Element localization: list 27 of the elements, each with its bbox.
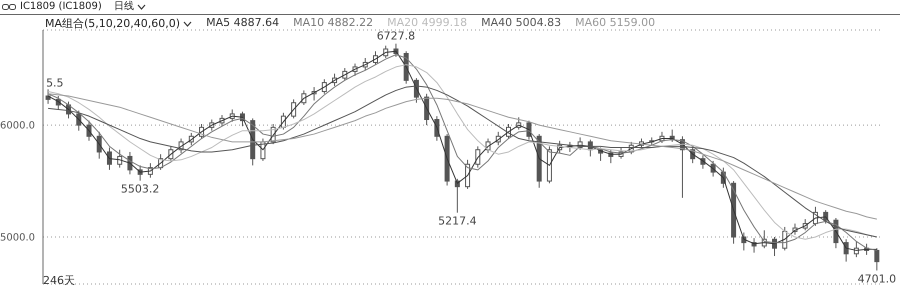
candlestick (106, 146, 112, 170)
candlestick (854, 240, 859, 258)
candlestick (322, 78, 327, 94)
candlestick (117, 149, 122, 168)
annotation: 5.5 (46, 76, 64, 90)
annotation: 5217.4 (438, 214, 477, 228)
legend-label: MA5 4887.64 (206, 16, 280, 31)
annotation: 6727.8 (376, 30, 416, 43)
text: MA10 4882.22 (293, 16, 374, 31)
y-tick-label: 5000.0 (0, 232, 35, 244)
candlestick (475, 146, 480, 168)
chart-title: IC1809 (IC1809) (20, 0, 102, 14)
text: MA40 5004.83 (481, 16, 562, 31)
chart-subtitle: 日线 (114, 0, 134, 14)
text: MA20 4999.18 (387, 16, 468, 31)
annotation: 4701.0 (858, 272, 896, 286)
legend-title: MA组合(5,10,20,40,60,0) (45, 16, 182, 31)
annotation: 246天 (43, 273, 75, 288)
candlestick (291, 98, 296, 119)
candlestick (844, 238, 849, 262)
text: MA60 5159.00 (575, 16, 656, 31)
y-tick-label: 6000.0 (0, 120, 35, 132)
candlestick (46, 88, 51, 104)
candlestick (96, 131, 102, 160)
candlestick (874, 248, 880, 271)
annotation: 5503.2 (120, 182, 160, 196)
candlestick (86, 120, 92, 142)
